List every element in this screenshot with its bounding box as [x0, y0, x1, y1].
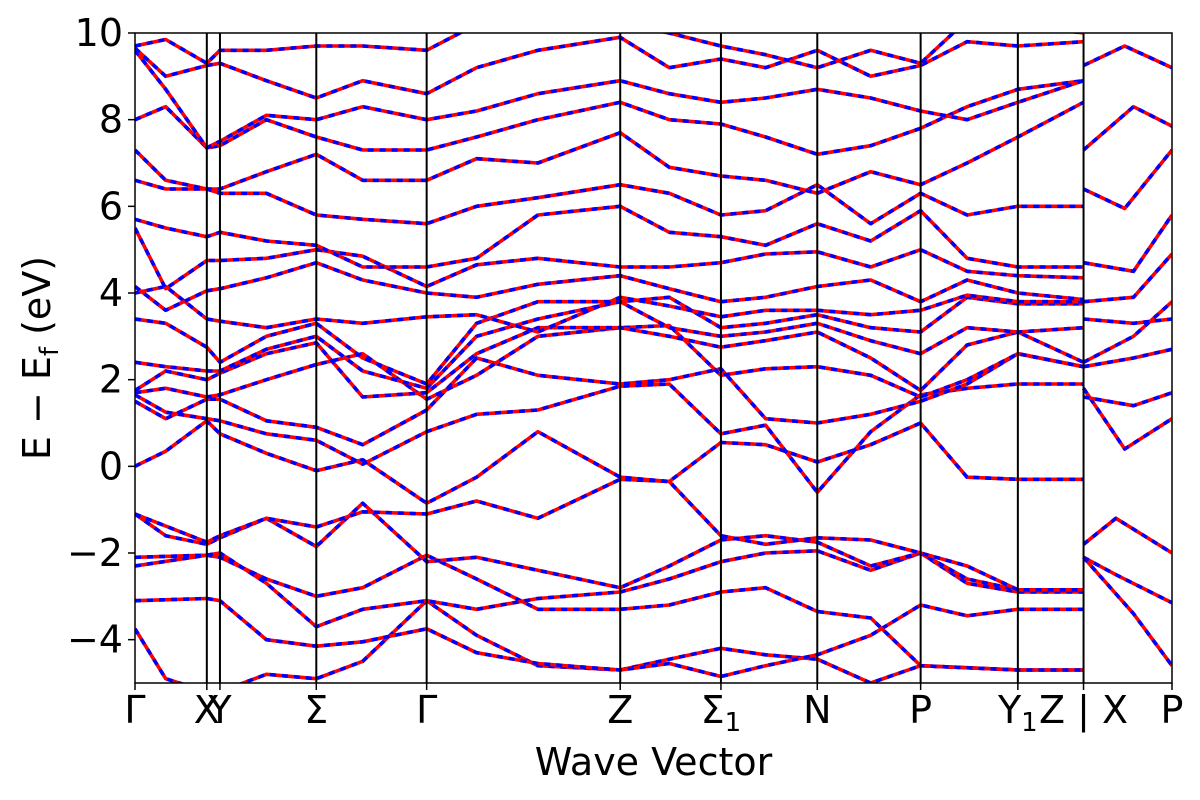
band-line-blue — [135, 260, 1084, 313]
x-axis-label: Wave Vector — [535, 740, 773, 784]
band-line-blue — [135, 418, 1084, 506]
band-line-red — [135, 477, 1084, 592]
band-line-blue — [1082, 148, 1172, 211]
x-tick-label: N — [803, 688, 831, 732]
plot-frame — [134, 32, 1173, 684]
y-tick-label: 6 — [99, 184, 123, 228]
band-line-red — [135, 548, 1084, 629]
band-line-red — [1082, 148, 1172, 211]
kpoint-separators — [205, 33, 1085, 683]
bands-layer — [135, 33, 1172, 683]
band-line-red — [135, 49, 1085, 150]
band-line-blue — [1083, 390, 1172, 408]
band-line-blue — [135, 35, 1084, 100]
band-line-red — [135, 382, 1084, 495]
y-axis-label-subscript: f — [35, 346, 65, 356]
band-line-blue — [1083, 317, 1172, 326]
band-line-blue — [1082, 44, 1172, 70]
band-line-blue — [135, 598, 1084, 683]
band-line-red — [135, 325, 1085, 399]
x-tick-label: P — [1161, 688, 1184, 732]
x-axis-ticks: Γ XY Σ Γ Z Σ1 N P Y1 Z | X P — [124, 683, 1183, 738]
x-tick-label: Γ — [416, 688, 437, 732]
band-line-red — [135, 299, 1084, 391]
band-line-red — [1083, 252, 1172, 304]
y-axis-label: E − Ef (eV) — [15, 256, 65, 460]
band-line-red — [135, 351, 1084, 447]
y-axis-ticks: −4 −2 0 2 4 6 8 10 — [67, 11, 135, 662]
band-line-red — [135, 295, 1084, 386]
band-line-blue — [135, 548, 1084, 629]
band-line-red — [1082, 300, 1172, 364]
band-line-blue — [135, 100, 1085, 196]
band-line-red — [135, 227, 1084, 291]
x-tick-label: Y1 — [997, 688, 1038, 738]
y-tick-label: 8 — [99, 98, 123, 142]
band-line-blue — [135, 553, 1084, 672]
band-line-blue — [1082, 556, 1172, 667]
x-tick-label: Z — [607, 688, 633, 732]
band-line-blue — [1082, 516, 1172, 555]
y-tick-label: 4 — [99, 271, 123, 315]
y-tick-label: 0 — [99, 444, 123, 488]
x-tick-label: Γ — [124, 688, 145, 732]
x-tick-label: P — [909, 688, 932, 732]
band-line-blue — [1082, 387, 1172, 451]
x-tick-label: Σ — [304, 688, 328, 732]
band-line-red — [135, 598, 1084, 683]
band-line-blue — [135, 178, 1084, 226]
band-line-blue — [1083, 252, 1172, 304]
y-tick-label: 2 — [99, 358, 123, 402]
x-tick-label: X — [194, 688, 220, 732]
band-line-red — [1082, 104, 1172, 152]
band-line-red — [1082, 556, 1172, 667]
band-line-blue — [1083, 347, 1172, 369]
x-tick-label: Y — [207, 688, 232, 732]
band-line-blue — [135, 227, 1084, 291]
y-axis-label-main: E − E — [15, 356, 59, 460]
x-tick-label: Σ1 — [701, 688, 742, 738]
y-axis-label-unit: (eV) — [15, 256, 59, 347]
band-line-red — [135, 284, 1084, 334]
band-line-blue — [135, 33, 1084, 70]
y-tick-label: −4 — [67, 618, 123, 662]
band-line-blue — [135, 477, 1084, 592]
x-tick-label: Z | X — [1039, 688, 1128, 733]
band-line-blue — [135, 382, 1084, 495]
band-line-blue — [1083, 213, 1172, 274]
band-line-blue — [135, 323, 1084, 402]
band-line-blue — [135, 78, 1084, 157]
band-line-blue — [135, 325, 1085, 399]
band-line-blue — [135, 501, 1084, 592]
band-line-blue — [1082, 555, 1172, 605]
band-line-red — [135, 418, 1084, 506]
band-line-red — [135, 501, 1084, 592]
y-tick-label: −2 — [67, 531, 123, 575]
band-line-blue — [135, 351, 1084, 447]
band-line-red — [1083, 213, 1172, 274]
band-line-red — [135, 553, 1084, 672]
band-line-blue — [135, 49, 1085, 150]
band-line-red — [135, 204, 1084, 269]
y-tick-label: 10 — [75, 11, 123, 55]
